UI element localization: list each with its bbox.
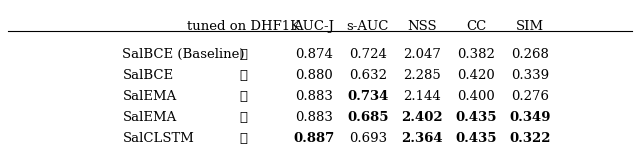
Text: 0.632: 0.632 [349,69,387,82]
Text: 0.382: 0.382 [457,48,495,61]
Text: ✓: ✓ [239,132,248,145]
Text: 0.276: 0.276 [511,90,549,103]
Text: ✗: ✗ [239,90,248,103]
Text: 0.880: 0.880 [295,69,333,82]
Text: 0.349: 0.349 [509,111,551,124]
Text: 0.420: 0.420 [457,69,495,82]
Text: 0.435: 0.435 [456,132,497,145]
Text: 2.047: 2.047 [403,48,441,61]
Text: 0.883: 0.883 [294,90,333,103]
Text: SalEMA: SalEMA [122,111,177,124]
Text: 0.339: 0.339 [511,69,549,82]
Text: 0.322: 0.322 [509,132,551,145]
Text: 2.402: 2.402 [401,111,443,124]
Text: AUC-J: AUC-J [293,20,334,33]
Text: SalEMA: SalEMA [122,90,177,103]
Text: NSS: NSS [407,20,436,33]
Text: ✓: ✓ [239,69,248,82]
Text: 0.400: 0.400 [457,90,495,103]
Text: 0.693: 0.693 [349,132,387,145]
Text: 2.364: 2.364 [401,132,443,145]
Text: 2.144: 2.144 [403,90,441,103]
Text: 0.734: 0.734 [347,90,388,103]
Text: 0.685: 0.685 [347,111,388,124]
Text: tuned on DHF1K: tuned on DHF1K [187,20,300,33]
Text: CC: CC [466,20,486,33]
Text: 0.874: 0.874 [294,48,333,61]
Text: 0.435: 0.435 [456,111,497,124]
Text: 0.883: 0.883 [294,111,333,124]
Text: 0.724: 0.724 [349,48,387,61]
Text: SalBCE (Baseline): SalBCE (Baseline) [122,48,245,61]
Text: SalBCE: SalBCE [122,69,173,82]
Text: 0.887: 0.887 [293,132,334,145]
Text: ✗: ✗ [239,48,248,61]
Text: 2.285: 2.285 [403,69,441,82]
Text: SIM: SIM [516,20,545,33]
Text: SalCLSTM: SalCLSTM [122,132,195,145]
Text: s-AUC: s-AUC [347,20,389,33]
Text: 0.268: 0.268 [511,48,549,61]
Text: ✓: ✓ [239,111,248,124]
